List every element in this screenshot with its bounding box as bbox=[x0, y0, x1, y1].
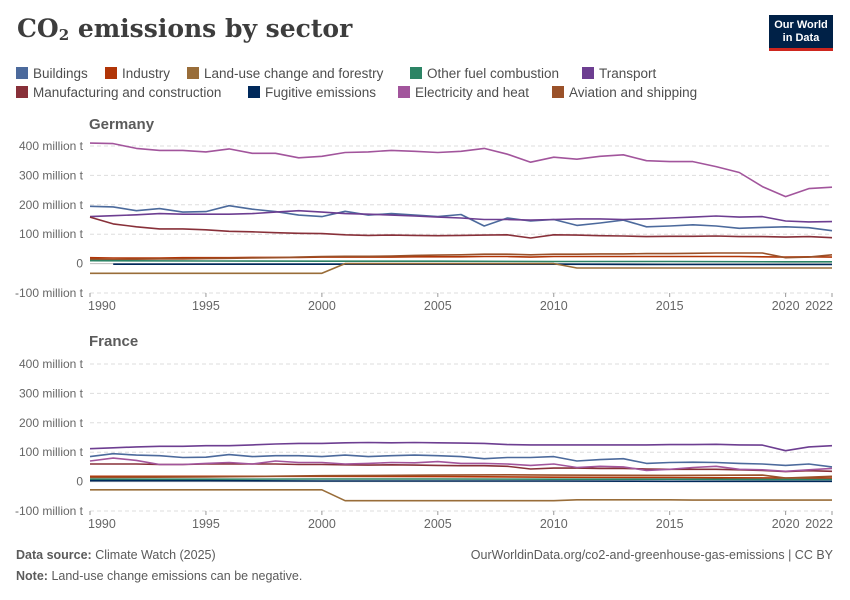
panel-title: France bbox=[89, 333, 138, 350]
series-line bbox=[89, 252, 833, 261]
y-tick-label: -100 million t bbox=[15, 286, 84, 300]
legend-swatch bbox=[248, 86, 260, 98]
series-line bbox=[89, 255, 833, 259]
legend-label: Buildings bbox=[33, 66, 88, 81]
x-tick-label: 2005 bbox=[424, 517, 452, 531]
legend-swatch bbox=[582, 67, 594, 79]
x-tick-label: 2010 bbox=[540, 299, 568, 313]
x-tick-label: 2000 bbox=[308, 517, 336, 531]
y-tick-label: -100 million t bbox=[15, 504, 84, 518]
footer-note: Note: Land-use change emissions can be n… bbox=[16, 569, 302, 583]
note-text: Land-use change emissions can be negativ… bbox=[51, 569, 303, 583]
y-tick-label: 100 million t bbox=[19, 445, 84, 459]
legend-label: Fugitive emissions bbox=[265, 85, 377, 100]
y-tick-label: 300 million t bbox=[19, 168, 84, 182]
logo-line-2: in Data bbox=[782, 32, 820, 44]
legend-item[interactable]: Industry bbox=[105, 66, 170, 81]
legend-label: Land-use change and forestry bbox=[204, 66, 384, 81]
series-line bbox=[89, 209, 833, 223]
data-source: Data source: Climate Watch (2025) bbox=[16, 548, 216, 562]
y-tick-label: 100 million t bbox=[19, 227, 84, 241]
chart-title: CO2 emissions by sector bbox=[17, 14, 353, 44]
legend-item[interactable]: Manufacturing and construction bbox=[16, 85, 221, 100]
y-tick-label: 0 bbox=[76, 257, 83, 271]
panel-title: Germany bbox=[89, 116, 155, 133]
y-tick-label: 400 million t bbox=[19, 139, 84, 153]
series-line bbox=[89, 259, 832, 263]
series-line bbox=[89, 441, 833, 452]
series-line bbox=[89, 142, 833, 198]
legend-label: Industry bbox=[122, 66, 171, 81]
x-tick-label: 2010 bbox=[540, 517, 568, 531]
series-line bbox=[89, 452, 833, 468]
x-tick-label: 2022 bbox=[805, 299, 833, 313]
legend-item[interactable]: Other fuel combustion bbox=[410, 66, 559, 81]
series-line bbox=[89, 204, 833, 232]
y-tick-label: 300 million t bbox=[19, 386, 84, 400]
legend-swatch bbox=[552, 86, 564, 98]
legend-swatch bbox=[105, 67, 117, 79]
x-tick-label: 2005 bbox=[424, 299, 452, 313]
x-tick-label: 1995 bbox=[192, 299, 220, 313]
x-tick-label: 1995 bbox=[192, 517, 220, 531]
footer-url[interactable]: OurWorldinData.org/co2-and-greenhouse-ga… bbox=[470, 548, 833, 562]
series-line bbox=[89, 474, 833, 479]
series-line bbox=[90, 463, 833, 473]
series-line bbox=[89, 457, 833, 473]
owid-logo[interactable]: Our World in Data bbox=[769, 15, 833, 51]
legend-label: Manufacturing and construction bbox=[33, 85, 222, 100]
legend-swatch bbox=[16, 86, 28, 98]
legend-item[interactable]: Aviation and shipping bbox=[552, 85, 697, 100]
legend-label: Electricity and heat bbox=[415, 85, 530, 100]
data-source-text[interactable]: Climate Watch (2025) bbox=[95, 548, 216, 562]
x-tick-label: 2000 bbox=[308, 299, 336, 313]
y-tick-label: 400 million t bbox=[19, 357, 84, 371]
legend-item[interactable]: Fugitive emissions bbox=[248, 85, 376, 100]
series-line bbox=[90, 262, 832, 275]
legend-item[interactable]: Land-use change and forestry bbox=[187, 66, 383, 81]
series-line bbox=[90, 479, 832, 483]
series-line bbox=[90, 489, 832, 502]
x-tick-label: 2015 bbox=[656, 517, 684, 531]
legend-swatch bbox=[398, 86, 410, 98]
y-tick-label: 200 million t bbox=[19, 416, 84, 430]
legend-item[interactable]: Buildings bbox=[16, 66, 88, 81]
legend-label: Other fuel combustion bbox=[427, 66, 560, 81]
series-line bbox=[90, 478, 832, 481]
x-tick-label: 1990 bbox=[88, 299, 116, 313]
note-label: Note: bbox=[16, 569, 48, 583]
x-tick-label: 2022 bbox=[805, 517, 833, 531]
y-tick-label: 200 million t bbox=[19, 198, 84, 212]
y-tick-label: 0 bbox=[76, 475, 83, 489]
x-tick-label: 2020 bbox=[772, 517, 800, 531]
series-line bbox=[89, 216, 833, 239]
data-source-label: Data source: bbox=[16, 548, 92, 562]
x-tick-label: 2015 bbox=[656, 299, 684, 313]
legend-item[interactable]: Electricity and heat bbox=[398, 85, 529, 100]
legend-swatch bbox=[187, 67, 199, 79]
legend-swatch bbox=[16, 67, 28, 79]
legend-label: Aviation and shipping bbox=[569, 85, 698, 100]
legend-label: Transport bbox=[599, 66, 657, 81]
x-tick-label: 1990 bbox=[88, 517, 116, 531]
legend-swatch bbox=[410, 67, 422, 79]
x-tick-label: 2020 bbox=[772, 299, 800, 313]
legend-item[interactable]: Transport bbox=[582, 66, 656, 81]
logo-line-1: Our World bbox=[774, 19, 828, 31]
